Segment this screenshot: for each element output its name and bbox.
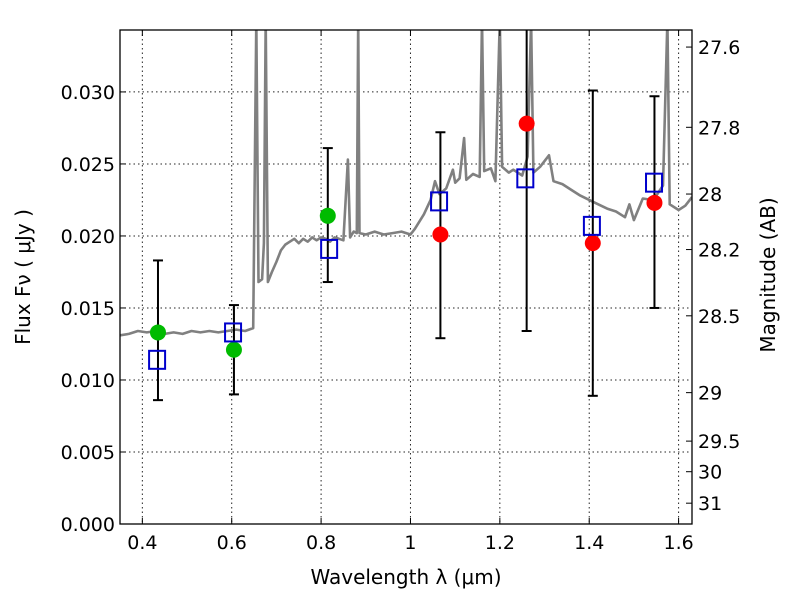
data-point <box>319 207 336 224</box>
y-tick-label: 0.015 <box>61 298 115 320</box>
x-tick-label: 1 <box>404 532 416 554</box>
data-point <box>432 226 449 243</box>
data-point <box>149 324 166 341</box>
y-tick-label: 0.020 <box>61 226 115 248</box>
model-photometry-point <box>582 215 601 236</box>
model-photometry-point <box>148 349 167 370</box>
right-tick-label: 27.6 <box>698 37 740 59</box>
y-tick-label: 0.005 <box>61 442 115 464</box>
model-photometry-point <box>516 168 535 189</box>
axes-layer: 0.4 0.6 0.8 1 1.2 1.4 1.6 0.000 0.005 0.010 0.015 0… <box>61 30 740 554</box>
x-axis-label: Wavelength λ (μm) <box>310 565 501 589</box>
grid-layer <box>120 30 692 524</box>
plot-clipped-group <box>120 30 692 402</box>
y-axis-label: Flux Fν ( μJy ) <box>11 209 35 345</box>
model-photometry-point <box>320 238 339 259</box>
right-tick-label: 27.8 <box>698 117 740 139</box>
model-photometry-point <box>645 172 664 193</box>
data-point <box>225 341 242 358</box>
right-tick-label: 28 <box>698 184 722 206</box>
y-tick-label: 0.000 <box>61 514 115 536</box>
right-tick-label: 30 <box>698 462 722 484</box>
x-tick-label: 1.4 <box>574 532 604 554</box>
right-axis-label: Magnitude (AB) <box>756 197 780 352</box>
data-point <box>584 235 601 252</box>
data-point <box>646 194 663 211</box>
y-tick-label: 0.030 <box>61 82 115 104</box>
x-tick-label: 1.2 <box>485 532 515 554</box>
x-tick-label: 0.6 <box>217 532 247 554</box>
right-tick-label: 28.2 <box>698 240 740 262</box>
right-tick-label: 29.5 <box>698 431 740 453</box>
y-tick-label: 0.025 <box>61 154 115 176</box>
right-tick-label: 29 <box>698 383 722 405</box>
spectrum-line <box>120 30 692 337</box>
model-photometry-point <box>430 191 449 212</box>
plot-layer <box>120 30 692 402</box>
plot-frame <box>119 29 693 525</box>
right-tick-label: 28.5 <box>698 306 740 328</box>
x-tick-label: 0.8 <box>306 532 336 554</box>
x-tick-label: 1.6 <box>663 532 693 554</box>
data-point <box>518 115 535 132</box>
y-tick-label: 0.010 <box>61 370 115 392</box>
right-tick-label: 31 <box>698 493 722 515</box>
x-tick-label: 0.4 <box>127 532 157 554</box>
model-photometry-point <box>224 322 243 343</box>
